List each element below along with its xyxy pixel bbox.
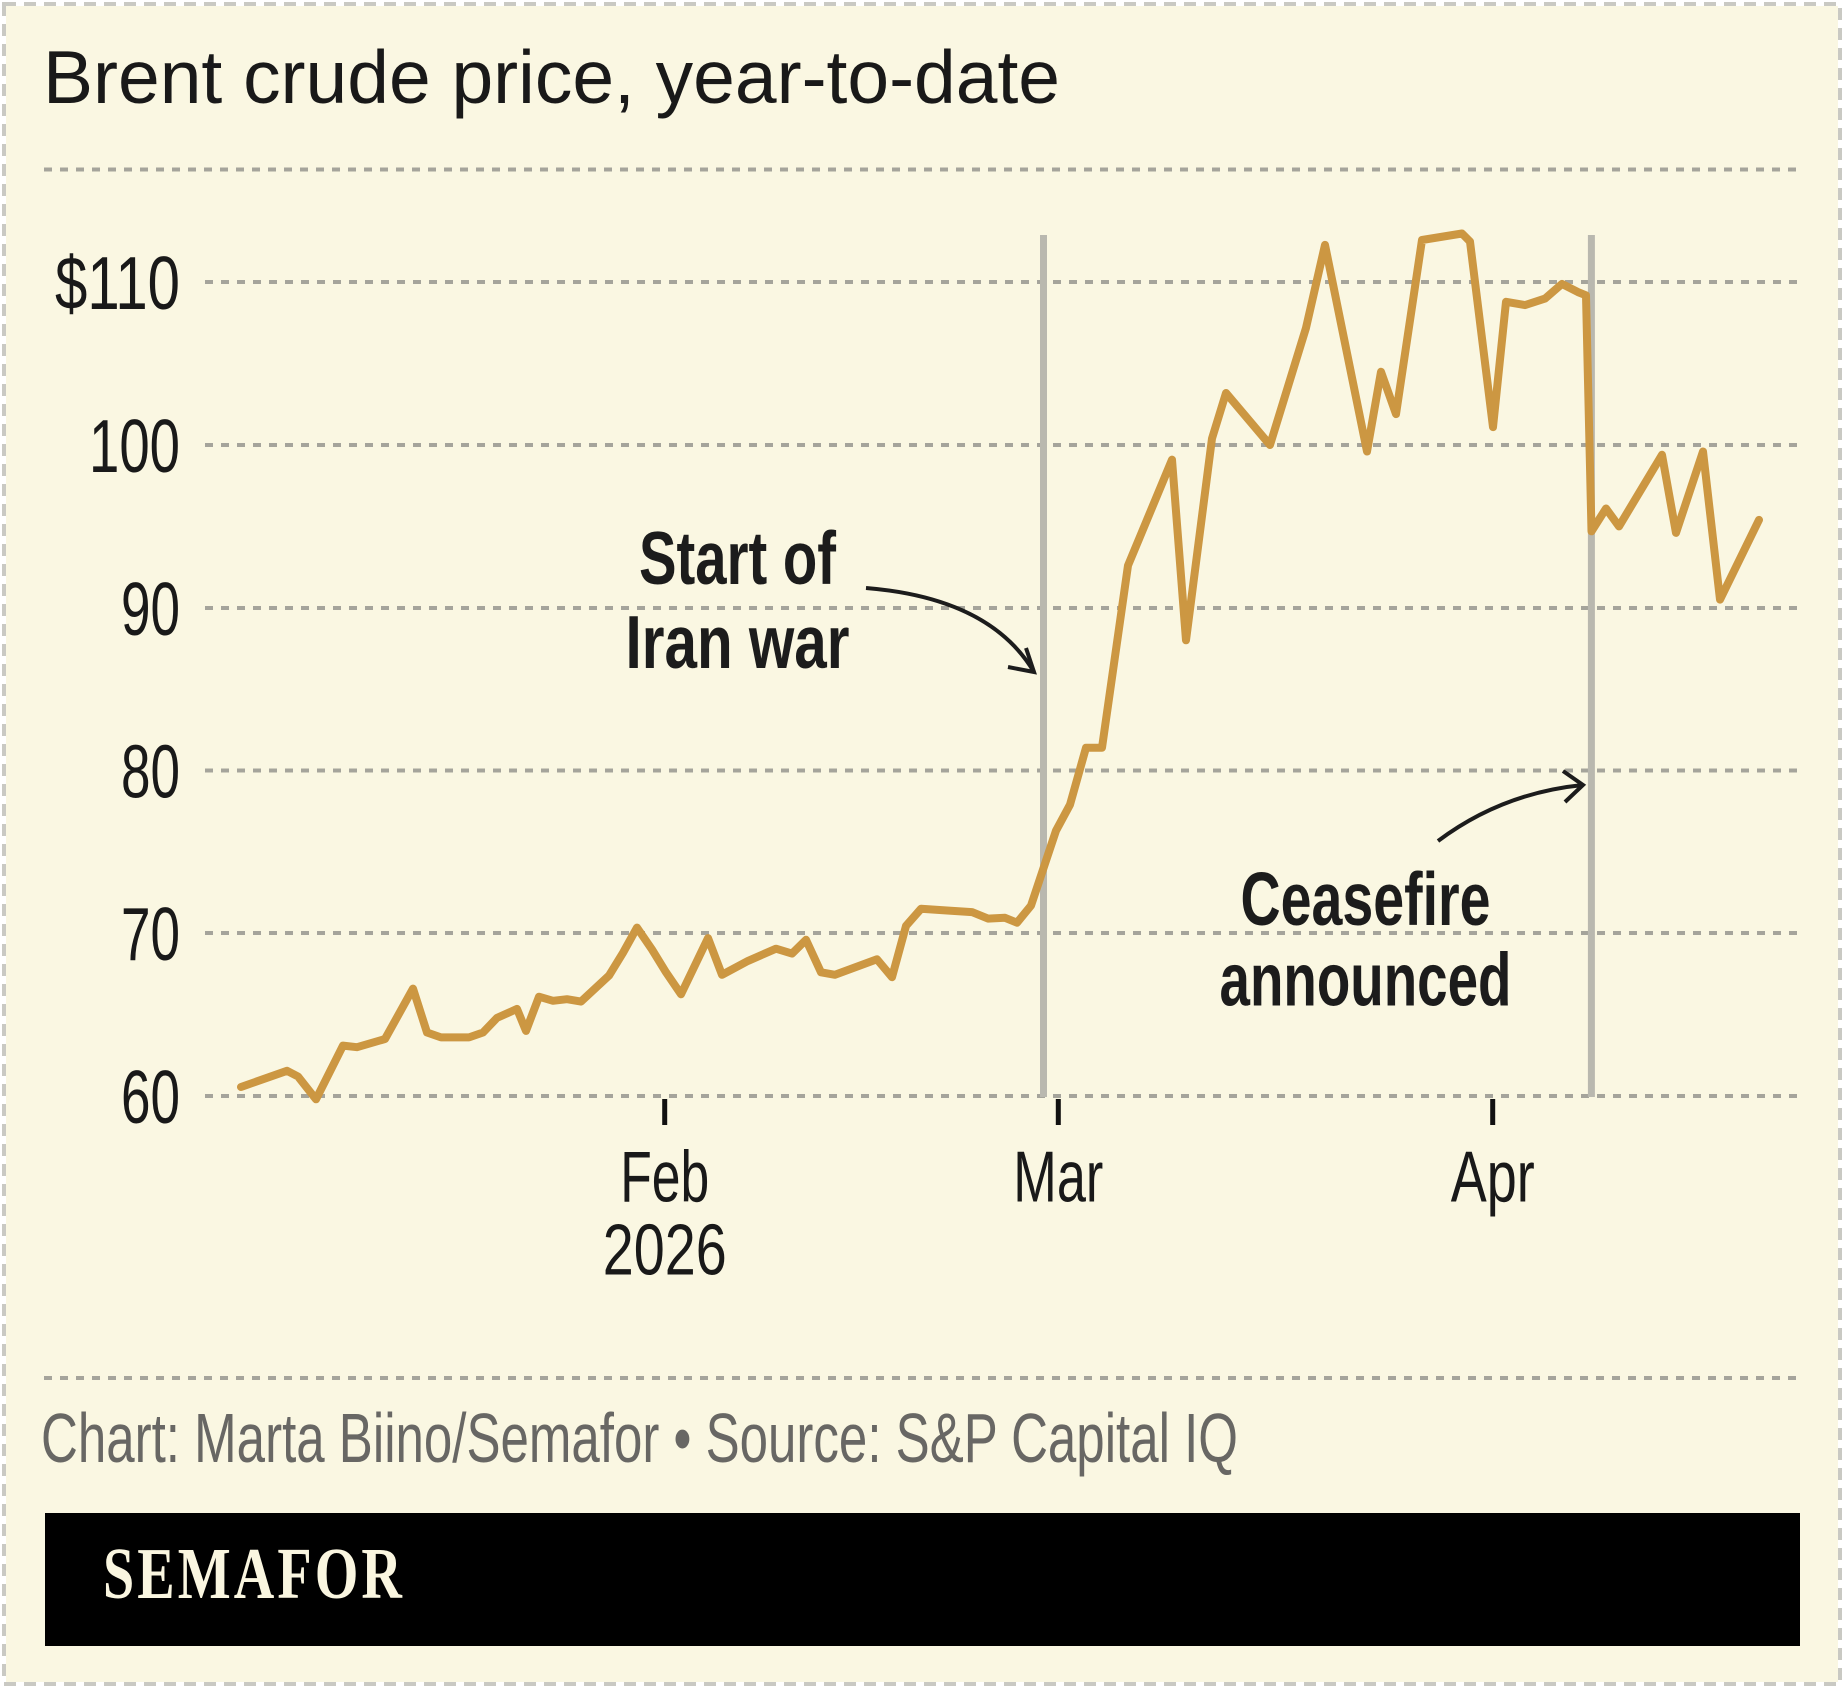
svg-text:Mar: Mar — [1013, 1138, 1103, 1218]
svg-text:announced: announced — [1220, 938, 1512, 1022]
svg-text:$110: $110 — [55, 241, 180, 325]
svg-text:60: 60 — [121, 1055, 180, 1139]
svg-text:Brent crude price, year-to-dat: Brent crude price, year-to-date — [43, 35, 1060, 119]
svg-text:Iran war: Iran war — [626, 600, 850, 684]
svg-text:70: 70 — [121, 892, 180, 976]
svg-text:80: 80 — [121, 730, 180, 814]
svg-text:Start of: Start of — [639, 516, 837, 600]
svg-text:90: 90 — [121, 567, 180, 651]
svg-text:Apr: Apr — [1451, 1138, 1535, 1218]
svg-text:2026: 2026 — [603, 1211, 727, 1291]
svg-text:Chart: Marta Biino/Semafor • S: Chart: Marta Biino/Semafor • Source: S&P… — [41, 1399, 1238, 1477]
svg-text:SEMAFOR: SEMAFOR — [103, 1533, 405, 1614]
svg-text:Feb: Feb — [620, 1138, 709, 1218]
svg-text:100: 100 — [89, 404, 180, 488]
svg-text:Ceasefire: Ceasefire — [1241, 857, 1491, 941]
